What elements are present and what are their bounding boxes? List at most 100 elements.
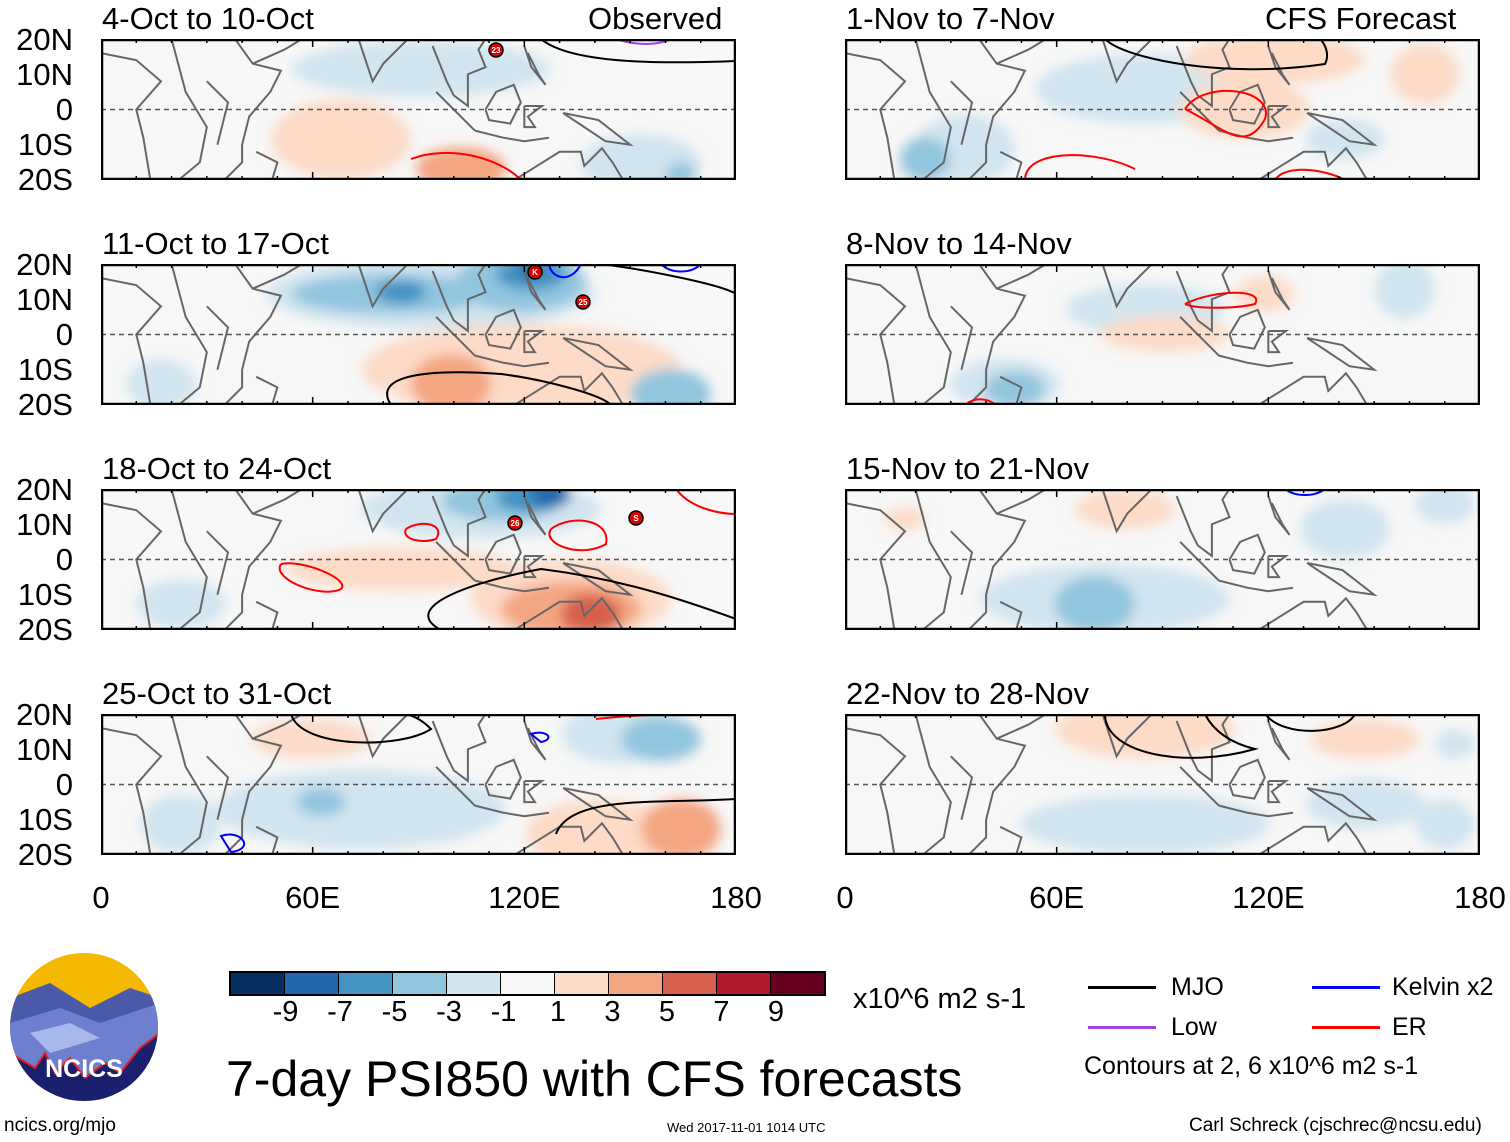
lon-label: 120E bbox=[488, 880, 561, 915]
coastline bbox=[484, 533, 522, 575]
coastline bbox=[1101, 39, 1153, 84]
psi-anomaly-region bbox=[1020, 794, 1270, 854]
coastline bbox=[431, 264, 487, 333]
coastline bbox=[1267, 270, 1291, 311]
coastline bbox=[474, 129, 550, 143]
contour-line bbox=[675, 489, 736, 515]
colorbar-swatch bbox=[501, 973, 555, 994]
coastline bbox=[1218, 804, 1294, 818]
colorbar-label: 7 bbox=[713, 996, 730, 1028]
coastline bbox=[1256, 146, 1368, 180]
lon-label: 180 bbox=[1454, 880, 1506, 915]
map-panel: 26 S bbox=[101, 489, 736, 630]
psi-anomaly-region bbox=[1415, 799, 1475, 849]
lat-label: 20S bbox=[17, 612, 73, 647]
storm-marker: 26 bbox=[507, 515, 523, 531]
colorbar-label: -5 bbox=[381, 996, 408, 1028]
coastline bbox=[523, 779, 545, 804]
coastline bbox=[484, 758, 522, 800]
storm-label: 26 bbox=[511, 519, 520, 528]
psi-anomaly-region bbox=[1375, 264, 1435, 319]
colorbar-swatch bbox=[609, 973, 663, 994]
coastline bbox=[950, 80, 974, 145]
coastline bbox=[996, 489, 1047, 515]
map-panel: K 25 bbox=[101, 264, 736, 405]
coastline bbox=[996, 39, 1047, 65]
coastline bbox=[1228, 308, 1266, 350]
psi-anomaly-region bbox=[1055, 576, 1135, 630]
coastline bbox=[435, 316, 476, 357]
legend-mjo-label: MJO bbox=[1171, 973, 1224, 1001]
coastline bbox=[950, 305, 974, 370]
lon-label: 60E bbox=[285, 880, 341, 915]
coastline bbox=[484, 308, 522, 350]
lon-label: 0 bbox=[92, 880, 110, 915]
footer-url[interactable]: ncics.org/mjo bbox=[4, 1115, 116, 1136]
map-panel bbox=[845, 489, 1480, 630]
psi-anomaly-region bbox=[291, 41, 551, 97]
colorbar-swatch bbox=[231, 973, 285, 994]
psi-anomaly-region bbox=[631, 369, 711, 405]
contour-line bbox=[1104, 39, 1329, 71]
colorbar-label: -9 bbox=[272, 996, 299, 1028]
lat-label: 20N bbox=[16, 247, 73, 282]
map-panel bbox=[101, 714, 736, 855]
coastline bbox=[101, 277, 163, 405]
coastline bbox=[1179, 316, 1220, 357]
coastline bbox=[967, 39, 1027, 180]
contour-line bbox=[410, 152, 522, 180]
contour-note: Contours at 2, 6 x10^6 m2 s-1 bbox=[1084, 1052, 1419, 1080]
lat-label: 20N bbox=[16, 697, 73, 732]
contour-line bbox=[548, 519, 608, 552]
coastline bbox=[255, 825, 279, 855]
lon-label: 60E bbox=[1029, 880, 1085, 915]
legend-er-label: ER bbox=[1392, 1013, 1427, 1041]
lat-label: 0 bbox=[55, 767, 73, 802]
figure-title: 7-day PSI850 with CFS forecasts bbox=[226, 1051, 963, 1107]
lat-label: 20N bbox=[16, 472, 73, 507]
coastline bbox=[252, 264, 303, 290]
storm-marker: 25 bbox=[575, 294, 591, 310]
lat-label: 20S bbox=[17, 387, 73, 422]
storm-marker: S bbox=[628, 510, 644, 526]
psi-anomaly-region bbox=[141, 794, 221, 854]
legend-low-line bbox=[1088, 1026, 1156, 1029]
colorbar-label: 1 bbox=[549, 996, 567, 1028]
lat-label: 20S bbox=[17, 162, 73, 197]
coastline bbox=[996, 714, 1047, 740]
coastline bbox=[523, 329, 545, 354]
coastline bbox=[474, 354, 550, 368]
panel-title: 18-Oct to 24-Oct bbox=[102, 451, 332, 486]
psi-anomaly-region bbox=[1300, 499, 1390, 559]
coastline bbox=[845, 52, 907, 180]
cfs-forecast-label: CFS Forecast bbox=[1265, 1, 1457, 36]
lat-label: 10N bbox=[16, 507, 73, 542]
psi-anomaly-region bbox=[1055, 714, 1235, 759]
coastline bbox=[431, 39, 487, 108]
psi-anomaly-region bbox=[1235, 276, 1295, 312]
panel-title: 22-Nov to 28-Nov bbox=[846, 676, 1089, 711]
contour-line bbox=[1024, 154, 1136, 180]
lat-label: 20S bbox=[17, 837, 73, 872]
psi-anomaly-region bbox=[286, 547, 516, 591]
footer-author: Carl Schreck (cjschrec@ncsu.edu) bbox=[1189, 1115, 1482, 1136]
coastline bbox=[1218, 354, 1294, 368]
panel-title: 15-Nov to 21-Nov bbox=[846, 451, 1089, 486]
coastline bbox=[1267, 554, 1289, 579]
coastline bbox=[1101, 489, 1153, 534]
coastline bbox=[435, 91, 476, 132]
psi-anomaly-region bbox=[531, 489, 571, 507]
coastline bbox=[1228, 758, 1266, 800]
colorbar bbox=[229, 971, 826, 996]
storm-marker: K bbox=[527, 264, 543, 280]
coastline bbox=[967, 714, 1027, 855]
map-panel bbox=[845, 264, 1480, 405]
coastline bbox=[1175, 489, 1231, 558]
logo-text: NCICS bbox=[45, 1055, 123, 1083]
coastline bbox=[914, 489, 952, 630]
psi-anomaly-region bbox=[526, 799, 676, 855]
coastline bbox=[999, 825, 1023, 855]
colorbar-swatch bbox=[663, 973, 717, 994]
psi-anomaly-region bbox=[1390, 44, 1460, 104]
psi-anomaly-region bbox=[376, 280, 426, 304]
